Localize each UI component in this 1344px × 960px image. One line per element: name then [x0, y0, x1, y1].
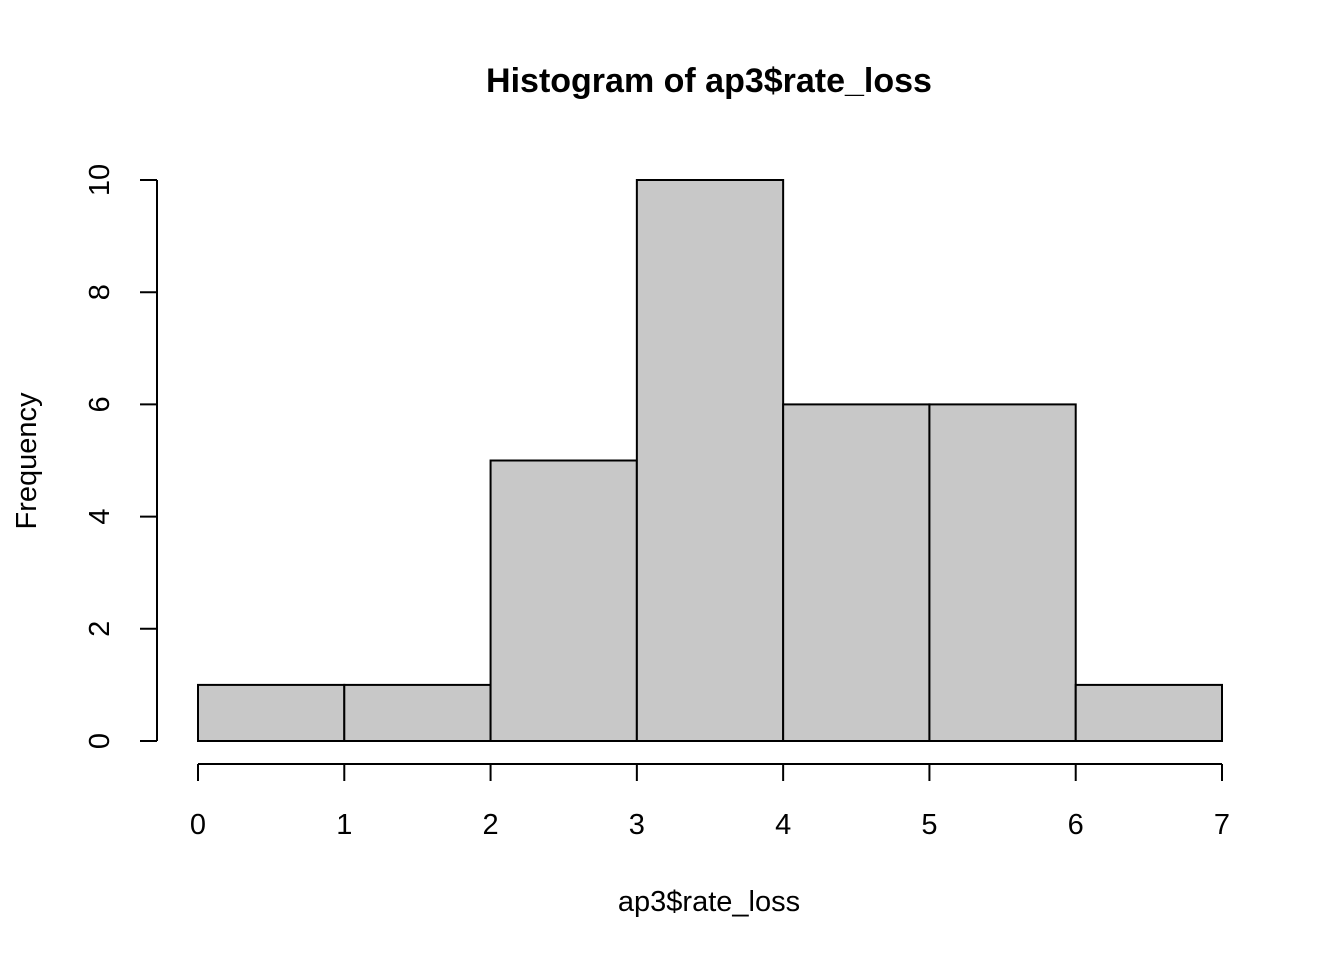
histogram-bar-2 — [489, 459, 638, 742]
y-tick-label: 0 — [84, 733, 116, 749]
x-tick-label: 0 — [190, 809, 206, 841]
x-tick-label: 5 — [921, 809, 937, 841]
histogram-bar-5 — [928, 403, 1077, 742]
y-tick-label: 8 — [84, 284, 116, 300]
x-axis: 0 1 2 3 4 5 6 7 — [190, 763, 1230, 841]
y-axis: 0 2 4 6 8 10 — [84, 164, 158, 749]
x-tick-label: 1 — [336, 809, 352, 841]
chart-title: Histogram of ap3$rate_loss — [486, 62, 932, 100]
histogram-bar-1 — [343, 683, 492, 743]
x-tick-label: 4 — [775, 809, 791, 841]
y-tick-label: 10 — [84, 164, 116, 196]
histogram-bar-0 — [197, 683, 346, 743]
y-axis-label: Frequency — [11, 392, 43, 530]
histogram-bar-3 — [635, 179, 785, 742]
bars-group — [197, 179, 1223, 743]
y-tick-label: 2 — [84, 621, 116, 637]
x-axis-label: ap3$rate_loss — [618, 886, 800, 918]
y-tick-label: 4 — [84, 509, 116, 525]
x-tick-label: 3 — [629, 809, 645, 841]
x-tick-label: 2 — [483, 809, 499, 841]
x-tick-label: 7 — [1214, 809, 1230, 841]
x-tick-label: 6 — [1068, 809, 1084, 841]
y-tick-label: 6 — [84, 396, 116, 412]
histogram-bar-4 — [782, 403, 931, 742]
histogram-bar-6 — [1074, 683, 1223, 743]
